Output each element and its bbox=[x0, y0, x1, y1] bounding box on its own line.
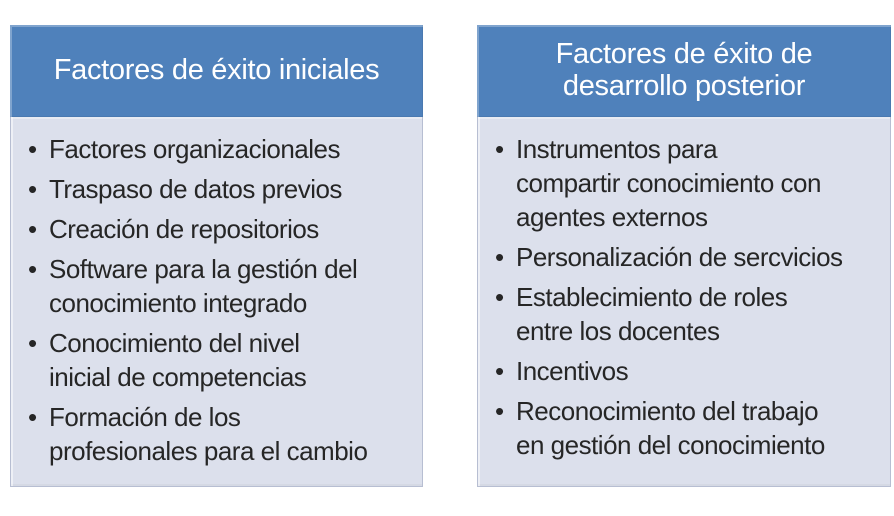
list-item-text: Establecimiento de roles entre los docen… bbox=[516, 282, 788, 346]
bullet-icon: • bbox=[28, 328, 37, 358]
list-item: • Factores organizacionales bbox=[28, 132, 416, 166]
bullet-icon: • bbox=[28, 134, 37, 164]
panel-body: • Instrumentos para compartir conocimien… bbox=[477, 117, 891, 487]
panel-title: Factores de éxito iniciales bbox=[10, 25, 423, 117]
list-item: • Traspaso de datos previos bbox=[28, 172, 416, 206]
list-item-text: Factores organizacionales bbox=[49, 134, 341, 164]
bullet-icon: • bbox=[495, 396, 504, 426]
panel-later-development-factors: Factores de éxito de desarrollo posterio… bbox=[477, 25, 891, 487]
bullet-icon: • bbox=[495, 356, 504, 386]
list-item: • Establecimiento de roles entre los doc… bbox=[495, 280, 884, 348]
list-item: • Formación de los profesionales para el… bbox=[28, 400, 416, 468]
list-item: • Personalización de sercvicios bbox=[495, 240, 884, 274]
list-item: • Reconocimiento del trabajo en gestión … bbox=[495, 394, 884, 462]
bullet-icon: • bbox=[495, 134, 504, 164]
list-item: • Instrumentos para compartir conocimien… bbox=[495, 132, 884, 234]
list-item-text: Conocimiento del nivel inicial de compet… bbox=[49, 328, 307, 392]
list-item: • Conocimiento del nivel inicial de comp… bbox=[28, 326, 416, 394]
panel-title: Factores de éxito de desarrollo posterio… bbox=[477, 25, 891, 117]
bullet-icon: • bbox=[495, 242, 504, 272]
list-item-text: Software para la gestión del conocimient… bbox=[49, 254, 358, 318]
bullet-icon: • bbox=[28, 254, 37, 284]
list-item-text: Personalización de sercvicios bbox=[516, 242, 843, 272]
bullet-icon: • bbox=[495, 282, 504, 312]
panel-body: • Factores organizacionales • Traspaso d… bbox=[10, 117, 423, 487]
panel-initial-success-factors: Factores de éxito iniciales • Factores o… bbox=[10, 25, 423, 487]
list-item-text: Instrumentos para compartir conocimiento… bbox=[516, 134, 821, 232]
list-item-text: Creación de repositorios bbox=[49, 214, 319, 244]
list-item: • Incentivos bbox=[495, 354, 884, 388]
list-item: • Creación de repositorios bbox=[28, 212, 416, 246]
bullet-icon: • bbox=[28, 214, 37, 244]
list-item-text: Reconocimiento del trabajo en gestión de… bbox=[516, 396, 825, 460]
factor-list: • Instrumentos para compartir conocimien… bbox=[495, 132, 884, 462]
list-item: • Software para la gestión del conocimie… bbox=[28, 252, 416, 320]
list-item-text: Formación de los profesionales para el c… bbox=[49, 402, 368, 466]
list-item-text: Incentivos bbox=[516, 356, 629, 386]
list-item-text: Traspaso de datos previos bbox=[49, 174, 342, 204]
bullet-icon: • bbox=[28, 174, 37, 204]
factor-list: • Factores organizacionales • Traspaso d… bbox=[28, 132, 416, 468]
bullet-icon: • bbox=[28, 402, 37, 432]
